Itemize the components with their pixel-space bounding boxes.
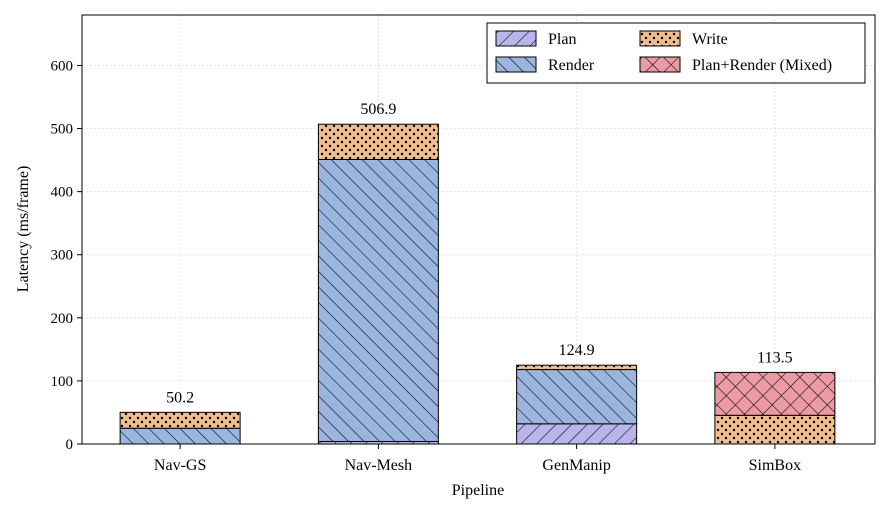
bar-segment-render <box>516 369 638 425</box>
legend-swatch <box>639 56 681 73</box>
bar-segment-write <box>119 411 241 429</box>
x-tick-label: Nav-Mesh <box>345 457 413 474</box>
bar-total-label: 50.2 <box>166 389 194 406</box>
bar-segment-plan <box>516 423 638 445</box>
legend: Plan Write Render Plan+Render (Mixed) <box>486 22 866 84</box>
x-tick-label: Nav-GS <box>154 457 206 474</box>
bars <box>119 123 836 445</box>
y-tick-label: 500 <box>51 122 74 138</box>
legend-label: Write <box>692 31 728 48</box>
legend-swatch <box>495 56 537 73</box>
legend-item: Plan <box>495 30 576 48</box>
x-axis-label: Pipeline <box>452 482 504 499</box>
y-axis-label: Latency (ms/frame) <box>15 166 32 293</box>
gridlines <box>82 15 875 445</box>
y-tick-label: 200 <box>51 311 74 327</box>
bar-segment-render <box>119 427 241 445</box>
legend-label: Render <box>548 57 595 74</box>
legend-swatch <box>495 30 537 47</box>
y-tick-label: 100 <box>51 374 74 390</box>
x-tick-label: GenManip <box>542 457 610 474</box>
bar-segment-render <box>317 158 439 442</box>
legend-label: Plan <box>548 31 576 48</box>
y-tick-label: 300 <box>51 248 74 264</box>
y-tick-label: 0 <box>66 437 74 453</box>
bar-segment-write <box>317 123 439 160</box>
bar-segment-write <box>516 364 638 371</box>
legend-label: Plan+Render (Mixed) <box>692 57 832 74</box>
y-tick-label: 400 <box>51 185 74 201</box>
x-tick-label: SimBox <box>749 457 801 474</box>
bar-total-label: 124.9 <box>559 342 595 359</box>
axes: 0 100 200 300 400 500 600 Nav-GS Nav-Mesh GenMani… <box>51 58 802 474</box>
legend-swatch <box>639 30 681 47</box>
legend-item: Plan+Render (Mixed) <box>639 56 832 74</box>
plot-frame <box>81 14 876 445</box>
bar-total-label: 506.9 <box>360 101 396 118</box>
legend-item: Render <box>495 56 595 74</box>
bar-segment-plan-render-mixed <box>714 371 836 416</box>
bar-segment-write <box>714 414 836 445</box>
bar-total-label: 113.5 <box>757 349 792 366</box>
data-labels: 50.2 506.9 124.9 113.5 <box>166 101 792 406</box>
y-tick-label: 600 <box>51 58 74 74</box>
legend-item: Write <box>639 30 728 48</box>
